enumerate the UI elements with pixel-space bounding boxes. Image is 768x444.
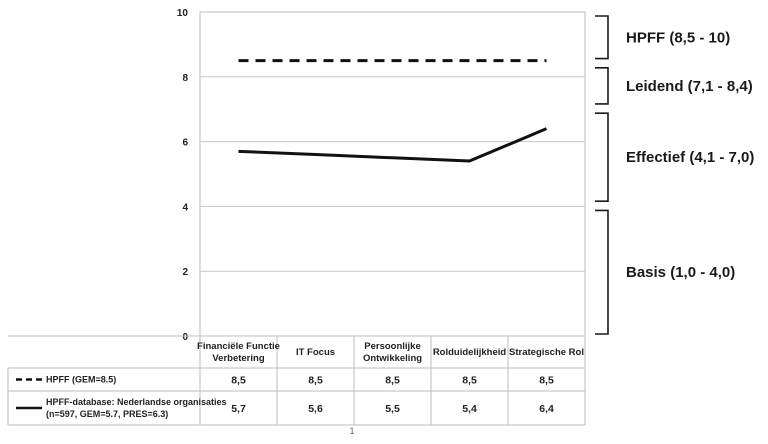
legend-label: HPFF (GEM=8.5) [46, 375, 116, 385]
table-value: 8,5 [308, 375, 323, 387]
series-line [238, 127, 548, 163]
series-lines [238, 59, 548, 163]
band-label: Leidend (7,1 - 8,4) [626, 78, 753, 95]
table-value: 5,7 [231, 403, 246, 415]
data-table: Financiële Functie Verbetering IT Focus Per… [7, 335, 586, 426]
table-value: 8,5 [539, 375, 554, 387]
table-value: 5,4 [462, 403, 477, 415]
y-tick-label: 6 [182, 138, 188, 149]
y-tick-label: 4 [182, 202, 188, 213]
band-bracket [595, 15, 609, 60]
band-label: Basis (1,0 - 4,0) [626, 264, 735, 281]
page-marker: 1 [349, 426, 354, 436]
category-label: Financiële Functie Verbetering [197, 341, 280, 364]
band-bracket [595, 209, 609, 335]
category-label: Persoonlijke Ontwikkeling [363, 341, 422, 364]
band-bracket [595, 67, 609, 105]
table-value: 8,5 [385, 375, 400, 387]
table-value: 8,5 [231, 375, 246, 387]
y-tick-label: 0 [182, 332, 188, 343]
table-value: 5,6 [308, 403, 323, 415]
category-label: Rolduidelijkheid [433, 347, 507, 358]
y-tick-label: 10 [177, 8, 189, 19]
legend-label: HPFF-database: Nederlandse organisaties(… [46, 397, 227, 419]
category-label: Strategische Rol [509, 347, 584, 358]
y-axis-ticks: 0 2 4 6 8 10 [177, 8, 189, 343]
table-value: 5,5 [385, 403, 400, 415]
category-label: IT Focus [296, 347, 335, 358]
band-label: HPFF (8,5 - 10) [626, 29, 730, 46]
y-tick-label: 2 [182, 267, 188, 278]
band-label: Effectief (4,1 - 7,0) [626, 149, 754, 166]
performance-bands: HPFF (8,5 - 10) Leidend (7,1 - 8,4) Effect… [595, 15, 754, 335]
table-value: 8,5 [462, 375, 477, 387]
y-tick-label: 8 [182, 73, 188, 84]
band-bracket [595, 112, 609, 202]
grid-lines [200, 76, 585, 272]
table-value: 6,4 [539, 403, 554, 415]
